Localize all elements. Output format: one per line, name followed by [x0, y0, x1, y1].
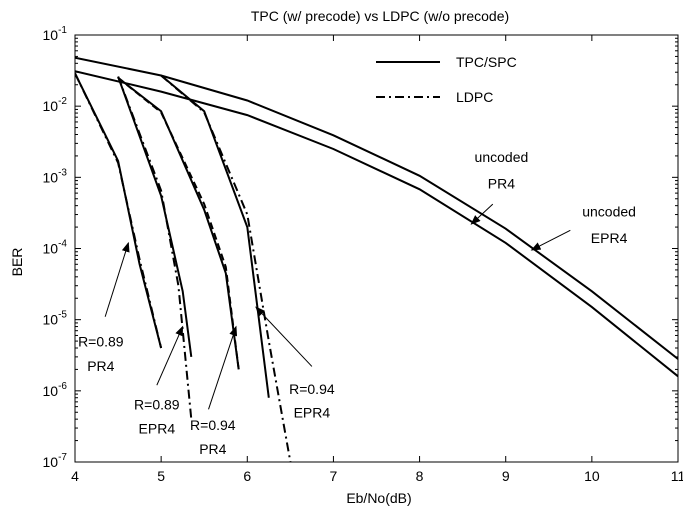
- annotation-arrow: [255, 306, 313, 367]
- legend-label: LDPC: [456, 89, 493, 105]
- annotation-arrow: [104, 241, 130, 317]
- y-tick-exp: -1: [58, 25, 67, 36]
- annotation-label: EPR4: [139, 421, 176, 437]
- annotation-arrow: [156, 325, 184, 386]
- x-tick-label: 4: [71, 468, 79, 484]
- y-tick-base: 10: [43, 383, 59, 399]
- series-line-6: [117, 76, 193, 420]
- annotation-label: PR4: [87, 358, 114, 374]
- annotation-arrow: [470, 203, 494, 225]
- annotation-label: R=0.94: [190, 417, 236, 433]
- annotation-arrow: [530, 229, 571, 251]
- annotations: uncoded PR4 uncoded EPR4 R=0.89 PR4 R=0.89 EPR4…: [78, 149, 636, 457]
- annotation-label: R=0.89: [134, 396, 180, 412]
- chart-title: TPC (w/ precode) vs LDPC (w/o precode): [251, 8, 509, 24]
- series-line-8: [117, 77, 240, 370]
- legend: TPC/SPC LDPC: [376, 54, 517, 105]
- series-line-1: [75, 56, 678, 360]
- series-line-3: [75, 72, 163, 349]
- x-tick-label: 6: [243, 468, 251, 484]
- y-tick-base: 10: [43, 241, 59, 257]
- annotation-label: R=0.89: [78, 333, 124, 349]
- annotation-label: PR4: [199, 441, 226, 457]
- y-tick-base: 10: [43, 169, 59, 185]
- annotation-label: uncoded: [582, 204, 636, 220]
- y-tick-exp: -3: [58, 167, 67, 178]
- annotation-label: R=0.94: [289, 381, 335, 397]
- series-layer: [75, 56, 678, 462]
- x-tick-label: 7: [330, 468, 338, 484]
- y-tick-exp: -5: [58, 310, 67, 321]
- annotation-label: EPR4: [591, 230, 628, 246]
- y-tick-label: 10-2: [43, 96, 68, 114]
- x-tick-label: 8: [416, 468, 424, 484]
- y-tick-exp: -7: [58, 452, 67, 463]
- series-line-10: [160, 74, 292, 462]
- series-line-7: [117, 77, 240, 370]
- annotation-label: PR4: [488, 175, 515, 191]
- x-axis-label: Eb/No(dB): [346, 490, 411, 506]
- y-tick-label: 10-1: [43, 25, 68, 43]
- y-axis: 10-110-210-310-410-510-610-7: [43, 25, 678, 470]
- y-tick-base: 10: [43, 312, 59, 328]
- y-tick-label: 10-5: [43, 310, 68, 328]
- y-tick-label: 10-7: [43, 452, 68, 470]
- y-tick-exp: -4: [58, 239, 67, 250]
- y-tick-base: 10: [43, 27, 59, 43]
- x-tick-label: 10: [584, 468, 600, 484]
- legend-label: TPC/SPC: [456, 54, 517, 70]
- x-axis: 4 5 6 7 8 9 10 11: [71, 35, 683, 484]
- annotation-arrow: [208, 325, 238, 410]
- x-tick-label: 11: [671, 468, 683, 484]
- y-tick-base: 10: [43, 454, 59, 470]
- y-tick-exp: -6: [58, 381, 67, 392]
- series-line-2: [75, 70, 678, 378]
- x-tick-label: 5: [157, 468, 165, 484]
- series-line-4: [75, 72, 163, 349]
- y-tick-label: 10-3: [43, 167, 68, 185]
- y-axis-label: BER: [9, 248, 25, 277]
- y-tick-label: 10-4: [43, 239, 68, 257]
- y-tick-base: 10: [43, 98, 59, 114]
- annotation-label: EPR4: [294, 405, 331, 421]
- y-tick-label: 10-6: [43, 381, 68, 399]
- annotation-label: uncoded: [475, 149, 529, 165]
- x-tick-label: 9: [502, 468, 510, 484]
- y-tick-exp: -2: [58, 96, 67, 107]
